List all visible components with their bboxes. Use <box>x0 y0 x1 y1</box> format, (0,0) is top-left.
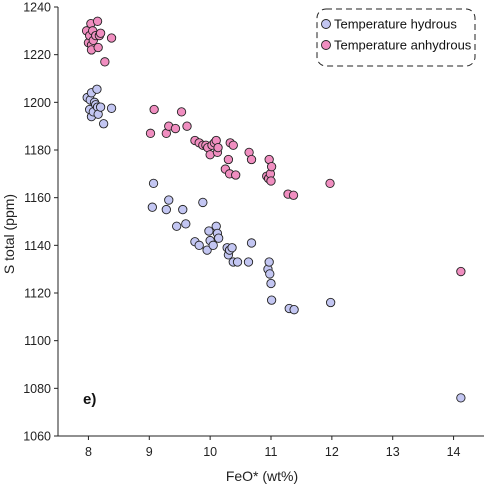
anhydrous-point <box>92 16 103 26</box>
hydrous-point <box>208 240 218 250</box>
y-axis: 1060 1080 1100 1120 1140 1160 1180 1200 1220 1240 <box>23 1 58 444</box>
hydrous-point <box>98 119 109 129</box>
y-axis-title: S total (ppm) <box>1 194 17 274</box>
hydrous-point <box>148 178 159 189</box>
hydrous-point <box>95 102 106 112</box>
hydrous-point <box>325 297 336 308</box>
x-tick-label: 10 <box>203 445 217 459</box>
x-tick-label: 9 <box>146 445 153 459</box>
anhydrous-point <box>106 33 117 43</box>
y-tick-label: 1240 <box>23 1 51 15</box>
series-hydrous <box>82 84 466 403</box>
hydrous-point <box>178 204 188 215</box>
plot-area <box>57 7 484 437</box>
x-tick-label: 11 <box>265 445 278 459</box>
legend-marker-hydrous <box>321 19 331 29</box>
y-tick-label: 1200 <box>23 96 51 110</box>
hydrous-point <box>161 204 171 215</box>
anhydrous-point <box>182 121 192 131</box>
hydrous-point <box>243 257 254 267</box>
x-axis-title: FeO* (wt%) <box>226 468 298 484</box>
anhydrous-point <box>93 42 103 53</box>
hydrous-point <box>202 245 212 255</box>
anhydrous-point <box>228 140 238 150</box>
hydrous-point <box>147 202 157 212</box>
hydrous-point <box>198 197 208 208</box>
x-tick-label: 13 <box>386 445 400 459</box>
hydrous-point <box>92 84 102 94</box>
anhydrous-point <box>223 154 234 165</box>
hydrous-point <box>456 393 466 403</box>
y-tick-label: 1100 <box>24 334 51 348</box>
anhydrous-point <box>246 154 257 165</box>
data-points <box>81 16 466 403</box>
hydrous-point <box>246 238 257 248</box>
hydrous-point <box>264 257 274 267</box>
anhydrous-point <box>100 57 110 67</box>
series-anhydrous <box>81 16 466 277</box>
hydrous-point <box>204 226 214 236</box>
y-tick-label: 1080 <box>23 382 51 396</box>
anhydrous-point <box>288 190 299 200</box>
panel-label: e) <box>83 391 96 408</box>
anhydrous-point <box>176 107 187 117</box>
hydrous-point <box>181 219 191 229</box>
anhydrous-point <box>266 162 277 172</box>
hydrous-point <box>266 295 277 305</box>
x-tick-label: 12 <box>325 445 339 459</box>
anhydrous-point <box>266 176 276 186</box>
legend-label-hydrous: Temperature hydrous <box>334 17 457 32</box>
hydrous-point <box>164 195 174 205</box>
y-tick-label: 1180 <box>24 144 51 158</box>
hydrous-point <box>266 278 276 289</box>
y-tick-label: 1060 <box>23 430 51 444</box>
x-tick-label: 14 <box>447 445 461 459</box>
anhydrous-point <box>213 142 223 153</box>
hydrous-point <box>289 305 299 315</box>
anhydrous-point <box>170 123 181 134</box>
anhydrous-point <box>95 28 106 38</box>
y-tick-label: 1140 <box>24 239 51 253</box>
x-axis: 8 9 10 11 12 13 14 <box>85 436 461 459</box>
hydrous-point <box>194 240 204 250</box>
y-tick-label: 1120 <box>24 287 51 301</box>
legend-label-anhydrous: Temperature anhydrous <box>334 38 472 53</box>
anhydrous-point <box>325 178 335 189</box>
anhydrous-point <box>456 266 466 277</box>
legend: Temperature hydrous Temperature anhydrou… <box>316 8 476 67</box>
hydrous-point <box>227 243 237 253</box>
hydrous-point <box>232 257 243 267</box>
y-tick-label: 1220 <box>23 48 51 62</box>
legend-box <box>316 8 476 67</box>
legend-marker-anhydrous <box>321 40 331 50</box>
x-tick-label: 8 <box>85 445 92 459</box>
y-tick-label: 1160 <box>24 191 51 205</box>
hydrous-point <box>106 103 117 113</box>
anhydrous-point <box>145 128 156 138</box>
hydrous-point <box>172 221 182 231</box>
anhydrous-point <box>149 104 159 115</box>
hydrous-point <box>265 269 275 279</box>
hydrous-point <box>214 233 224 243</box>
anhydrous-point <box>231 170 241 180</box>
